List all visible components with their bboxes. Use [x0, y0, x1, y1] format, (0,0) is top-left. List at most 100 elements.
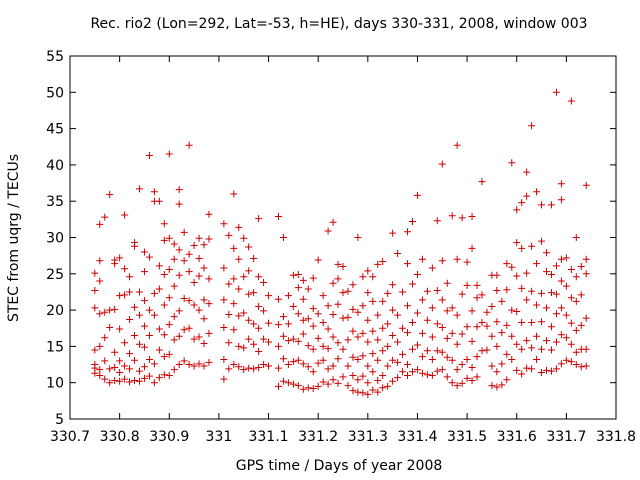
data-point	[220, 220, 228, 228]
data-point	[399, 368, 407, 376]
data-point	[394, 249, 402, 257]
data-point	[155, 346, 163, 354]
data-point	[135, 288, 143, 296]
data-point	[562, 282, 570, 290]
data-point	[339, 314, 347, 322]
y-tick-label: 5	[55, 412, 64, 428]
data-point	[344, 336, 352, 344]
data-point	[289, 271, 297, 279]
data-point	[528, 122, 536, 130]
data-point	[468, 307, 476, 315]
data-point	[185, 268, 193, 276]
data-point	[279, 234, 287, 241]
data-point	[533, 260, 541, 268]
data-point	[389, 306, 397, 314]
data-point	[145, 355, 153, 363]
data-point	[265, 362, 273, 370]
data-point	[96, 220, 104, 228]
data-point	[230, 190, 238, 198]
data-point	[255, 363, 263, 371]
data-point	[145, 151, 153, 159]
data-point	[339, 289, 347, 297]
data-point	[493, 286, 501, 294]
data-point	[329, 333, 337, 341]
data-point	[433, 347, 441, 355]
data-point	[463, 323, 471, 331]
data-point	[547, 346, 555, 354]
data-point	[473, 294, 481, 302]
data-point	[190, 362, 198, 370]
data-point	[557, 331, 565, 339]
data-point	[478, 291, 486, 299]
data-point	[155, 374, 163, 382]
data-point	[101, 213, 109, 221]
data-point	[359, 302, 367, 310]
data-point	[255, 302, 263, 310]
data-point	[160, 271, 168, 279]
data-point	[404, 361, 412, 369]
data-point	[359, 329, 367, 337]
x-tick-label: 331.8	[596, 429, 636, 445]
data-point	[126, 350, 134, 358]
data-point	[413, 366, 421, 374]
data-point	[225, 231, 233, 239]
data-point	[513, 272, 521, 280]
data-point	[423, 347, 431, 355]
data-point	[523, 192, 531, 200]
data-point	[260, 279, 268, 287]
x-tick-label: 331.7	[546, 429, 586, 445]
data-point	[190, 335, 198, 343]
x-tick-label: 331	[206, 429, 233, 445]
data-point	[180, 228, 188, 236]
data-point	[319, 318, 327, 326]
data-point	[200, 315, 208, 323]
data-point	[106, 379, 114, 387]
data-point	[498, 329, 506, 337]
x-tick-label: 331.1	[248, 429, 288, 445]
data-point	[235, 255, 243, 263]
data-point	[493, 383, 501, 391]
data-point	[91, 346, 99, 354]
data-point	[394, 358, 402, 366]
data-point	[279, 355, 287, 363]
data-point	[468, 363, 476, 371]
data-point	[240, 309, 248, 317]
data-point	[404, 260, 412, 268]
data-point	[230, 361, 238, 369]
data-point	[195, 306, 203, 314]
data-point	[294, 271, 302, 279]
data-point	[309, 368, 317, 376]
data-point	[513, 206, 521, 214]
data-point	[309, 345, 317, 353]
data-point	[538, 289, 546, 297]
data-point	[518, 370, 526, 378]
data-point	[265, 319, 273, 327]
data-point	[160, 371, 168, 379]
data-point	[408, 218, 416, 226]
data-point	[240, 234, 248, 242]
data-point	[389, 229, 397, 237]
data-point	[205, 210, 213, 218]
data-point	[339, 263, 347, 271]
data-point	[448, 356, 456, 364]
data-point	[165, 265, 173, 273]
y-tick-label: 20	[46, 303, 64, 319]
data-point	[473, 323, 481, 331]
data-point	[185, 297, 193, 305]
data-point	[334, 260, 342, 268]
data-point	[557, 180, 565, 188]
data-point	[135, 377, 143, 385]
data-point	[160, 331, 168, 339]
data-point	[349, 353, 357, 361]
data-point	[458, 361, 466, 369]
data-point	[284, 337, 292, 345]
data-point	[404, 228, 412, 236]
data-point	[329, 362, 337, 370]
data-point	[369, 327, 377, 335]
data-point	[567, 340, 575, 348]
data-point	[567, 265, 575, 273]
data-point	[250, 255, 258, 263]
data-point	[473, 281, 481, 289]
data-point	[379, 384, 387, 392]
data-point	[503, 286, 511, 294]
